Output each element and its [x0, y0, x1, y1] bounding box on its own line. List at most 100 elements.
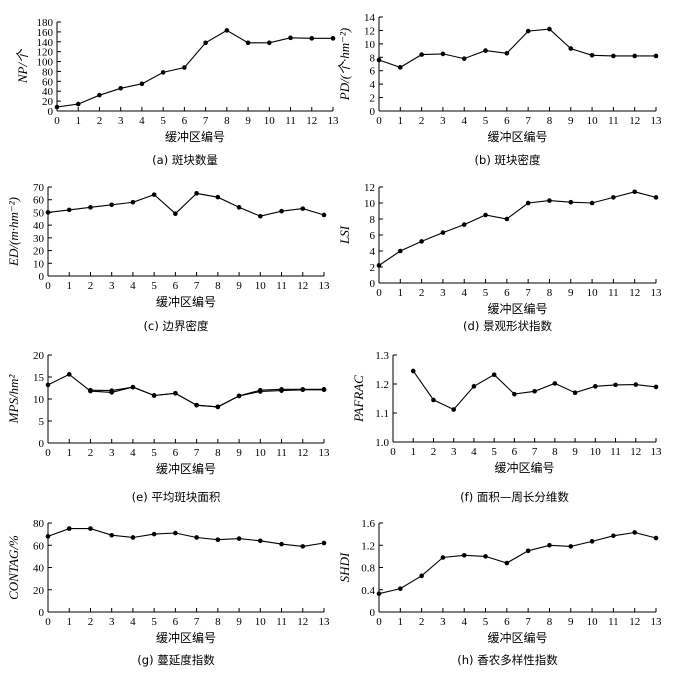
x-tick-label: 2	[88, 447, 94, 459]
y-tick-label: 70	[33, 182, 45, 194]
y-tick-label: 10	[33, 258, 45, 270]
y-axis-label: NP/个	[15, 48, 30, 84]
y-tick-label: 0	[48, 106, 54, 118]
data-point	[300, 387, 306, 392]
x-tick-label: 8	[224, 115, 230, 127]
y-tick-label: 2	[370, 93, 376, 105]
x-tick-label: 5	[483, 115, 489, 127]
data-point	[632, 530, 637, 535]
panel-caption: (h) 香农多样性指数	[457, 653, 558, 667]
x-tick-label: 10	[264, 115, 276, 127]
data-point	[66, 207, 72, 213]
y-tick-label: 0	[39, 271, 45, 283]
y-tick-label: 0	[370, 106, 376, 118]
x-tick-label: 0	[390, 446, 396, 458]
x-tick-label: 6	[504, 115, 510, 127]
data-point	[398, 586, 403, 591]
data-point	[236, 536, 242, 541]
data-point	[419, 239, 424, 244]
data-point	[215, 537, 221, 542]
y-tick-label: 160	[37, 27, 54, 39]
x-tick-label: 6	[504, 616, 510, 628]
x-tick-label: 12	[630, 446, 641, 458]
y-axis-label: ED/(m·hm⁻²)	[6, 197, 21, 267]
series-line	[47, 528, 325, 547]
x-tick-label: 4	[461, 616, 467, 628]
x-tick-label: 6	[173, 616, 179, 628]
x-tick-label: 3	[109, 280, 115, 292]
y-tick-label: 15	[33, 372, 45, 384]
y-tick-label: 1.0	[375, 437, 389, 449]
x-tick-label: 11	[608, 287, 619, 299]
x-axis-label: 缓冲区编号	[156, 630, 216, 645]
y-tick-label: 80	[42, 66, 54, 78]
data-point	[504, 216, 510, 222]
data-point	[410, 368, 416, 374]
y-tick-label: 8	[370, 52, 376, 64]
x-tick-label: 6	[173, 280, 179, 292]
x-tick-label: 2	[419, 115, 425, 127]
data-point	[288, 35, 293, 41]
x-tick-label: 3	[440, 115, 446, 127]
data-point	[461, 56, 467, 61]
x-tick-label: 1	[66, 616, 72, 628]
y-tick-label: 6	[370, 230, 376, 242]
data-point	[431, 397, 436, 403]
data-point	[568, 46, 574, 51]
x-tick-label: 2	[419, 616, 425, 628]
x-tick-label: 9	[236, 616, 242, 628]
x-tick-label: 4	[139, 115, 145, 127]
y-tick-label: 20	[42, 96, 54, 108]
data-point	[45, 210, 51, 215]
panel-caption: (a) 斑块数量	[152, 153, 218, 167]
y-axis-label: MPS/hm²	[6, 374, 21, 425]
x-tick-label: 11	[276, 616, 287, 628]
data-point	[54, 104, 60, 110]
data-point	[504, 560, 510, 566]
x-tick-label: 6	[512, 446, 518, 458]
x-axis-label: 缓冲区编号	[494, 460, 554, 475]
x-tick-label: 13	[319, 616, 331, 628]
data-point	[203, 40, 208, 46]
y-tick-label: 1.1	[375, 408, 389, 420]
data-point	[611, 53, 616, 59]
x-tick-label: 7	[532, 446, 538, 458]
data-point	[525, 548, 531, 554]
x-tick-label: 7	[525, 115, 531, 127]
data-point	[376, 263, 382, 268]
x-axis-label: 缓冲区编号	[156, 294, 216, 309]
data-point	[653, 195, 659, 200]
x-tick-label: 11	[608, 616, 619, 628]
data-point	[483, 554, 488, 559]
x-tick-label: 4	[130, 280, 136, 292]
y-tick-label: 14	[364, 12, 376, 24]
data-point	[215, 404, 221, 410]
x-tick-label: 13	[319, 447, 331, 459]
data-point	[512, 391, 517, 397]
x-tick-label: 8	[215, 616, 221, 628]
y-axis-label: CONTAG/%	[6, 535, 21, 600]
x-tick-label: 10	[255, 616, 267, 628]
x-axis-label: 缓冲区编号	[165, 129, 225, 144]
data-point	[376, 57, 382, 63]
x-tick-label: 12	[629, 616, 640, 628]
y-tick-label: 1.2	[361, 540, 375, 552]
data-point	[45, 382, 51, 388]
x-tick-label: 2	[97, 115, 103, 127]
x-axis-label: 缓冲区编号	[487, 129, 547, 144]
y-tick-label: 40	[33, 220, 45, 232]
data-point	[321, 540, 327, 546]
data-point	[130, 199, 136, 205]
y-tick-label: 140	[37, 37, 54, 49]
y-tick-label: 12	[364, 25, 375, 37]
data-point	[258, 538, 263, 544]
y-tick-label: 40	[42, 86, 54, 98]
x-tick-label: 6	[182, 115, 188, 127]
data-point	[173, 211, 178, 216]
x-tick-label: 11	[285, 115, 296, 127]
x-tick-label: 3	[109, 447, 115, 459]
data-point	[151, 393, 157, 398]
